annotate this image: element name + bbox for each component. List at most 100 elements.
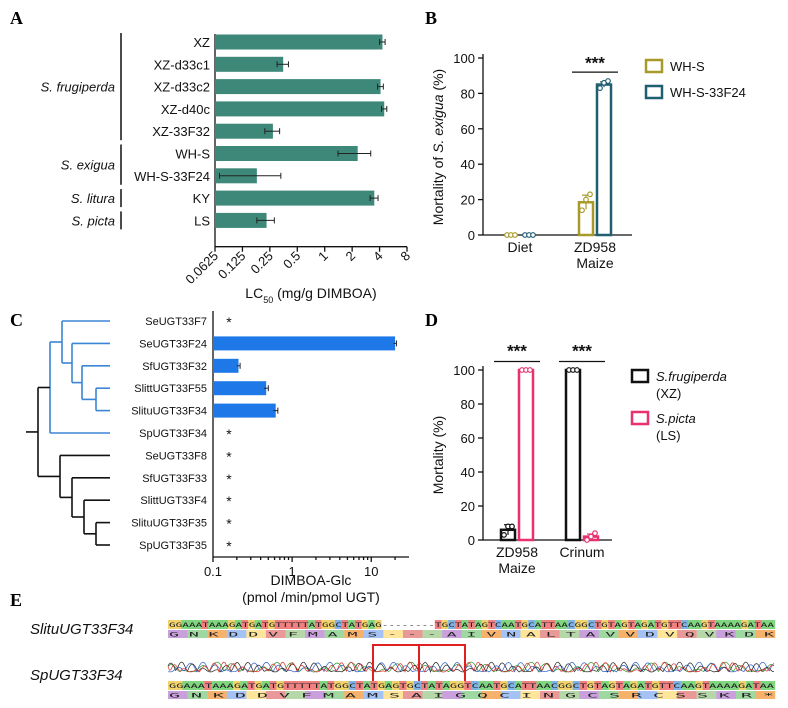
base-cell bbox=[760, 681, 768, 690]
chart-c: SeUGT33F7 * SeUGT33F24 SfUGT33F32 SlittUGT33… bbox=[26, 311, 409, 605]
base-cell bbox=[261, 681, 270, 690]
base-cell bbox=[301, 620, 309, 629]
base-cell bbox=[621, 620, 629, 629]
enzyme-label-SlituUGT33F35: SlituUGT33F35 bbox=[131, 518, 207, 530]
base-cell bbox=[746, 681, 754, 690]
nd-marker-SpUGT33F35: * bbox=[226, 538, 232, 554]
base-cell bbox=[558, 681, 566, 690]
enzyme-label-SpUGT33F35: SpUGT33F35 bbox=[139, 540, 207, 552]
legend-sublabel: (LS) bbox=[656, 428, 681, 443]
base-cell bbox=[701, 620, 709, 629]
base-cell bbox=[721, 620, 729, 629]
base-cell bbox=[363, 681, 371, 690]
base-cell bbox=[695, 681, 703, 690]
base-cell bbox=[189, 681, 198, 690]
base-cell bbox=[355, 681, 364, 690]
significance-b: *** bbox=[585, 54, 605, 73]
base-cell bbox=[534, 620, 542, 629]
base-cell bbox=[550, 681, 559, 690]
base-cell bbox=[731, 681, 740, 690]
base-cell bbox=[196, 681, 205, 690]
base-cell bbox=[319, 681, 328, 690]
aa-cell bbox=[618, 691, 639, 699]
aa-cell bbox=[246, 691, 267, 699]
nd-marker-SlituUGT33F35: * bbox=[226, 516, 232, 532]
significance-d: *** bbox=[572, 341, 592, 360]
bar-XZ-d33c2 bbox=[215, 79, 381, 95]
enzyme-label-SeUGT33F8: SeUGT33F8 bbox=[145, 450, 207, 462]
base-cell bbox=[241, 620, 249, 629]
aa-cell bbox=[285, 630, 306, 638]
base-cell bbox=[449, 681, 458, 690]
base-cell bbox=[616, 681, 624, 690]
base-cell bbox=[541, 620, 549, 629]
panel-label-c: C bbox=[10, 310, 23, 330]
category-label-WH-S: WH-S bbox=[175, 147, 210, 162]
base-cell bbox=[354, 620, 362, 629]
aa-cell bbox=[402, 691, 423, 699]
base-cell bbox=[406, 681, 414, 690]
aa-cell bbox=[579, 691, 599, 699]
x-tick-label-a: 2 bbox=[343, 248, 359, 264]
base-cell bbox=[374, 620, 382, 629]
chart-a: XZ XZ-d33c1 XZ-d33c2 XZ-d40c XZ-33F32 WH-S WH-… bbox=[41, 33, 413, 305]
base-cell bbox=[175, 681, 183, 690]
base-cell bbox=[334, 620, 342, 629]
trace-line bbox=[168, 661, 775, 673]
base-cell bbox=[290, 681, 299, 690]
category-label-KY: KY bbox=[193, 191, 211, 206]
base-cell bbox=[308, 620, 315, 629]
aa-cell bbox=[324, 691, 345, 699]
base-cell bbox=[247, 681, 255, 690]
base-cell bbox=[218, 681, 227, 690]
bar-S.picta-ZD958 bbox=[517, 368, 535, 542]
aa-cell bbox=[422, 630, 443, 638]
aa-cell bbox=[579, 630, 599, 638]
base-cell bbox=[328, 620, 335, 629]
base-cell bbox=[594, 681, 602, 690]
category-sublabel: Maize bbox=[576, 255, 614, 271]
aa-cell bbox=[324, 630, 345, 638]
base-cell bbox=[668, 620, 676, 629]
aa-cell bbox=[187, 630, 208, 638]
aa-cell bbox=[677, 691, 697, 699]
y-tick-label: 0 bbox=[468, 533, 475, 548]
x-tick-label-a: 0.25 bbox=[247, 248, 276, 277]
base-cell bbox=[464, 681, 472, 690]
y-tick-label: 60 bbox=[461, 122, 475, 137]
base-cell bbox=[394, 620, 402, 629]
aa-cell bbox=[657, 691, 678, 699]
base-cell bbox=[528, 620, 536, 629]
base-cell bbox=[298, 681, 306, 690]
y-tick-label: 100 bbox=[453, 51, 475, 66]
base-cell bbox=[408, 620, 416, 629]
data-point bbox=[583, 196, 589, 203]
base-cell bbox=[228, 620, 235, 629]
trace-line bbox=[167, 661, 775, 674]
aa-cell bbox=[168, 630, 188, 638]
base-cell bbox=[768, 620, 776, 629]
base-cell bbox=[508, 620, 516, 629]
y-tick-label: 20 bbox=[461, 193, 475, 208]
base-cell bbox=[454, 620, 462, 629]
bar-SeUGT33F24 bbox=[213, 336, 396, 351]
y-tick-label: 40 bbox=[461, 465, 475, 480]
base-cell bbox=[204, 681, 212, 690]
base-cell bbox=[478, 681, 487, 690]
base-cell bbox=[461, 620, 469, 629]
base-cell bbox=[254, 620, 262, 629]
y-tick-label: 40 bbox=[461, 157, 475, 172]
category-label-WH-S-33F24: WH-S-33F24 bbox=[134, 169, 210, 184]
base-cell bbox=[334, 681, 342, 690]
aa-cell bbox=[657, 630, 678, 638]
data-point bbox=[579, 207, 585, 214]
base-cell bbox=[754, 620, 762, 629]
aa-cell bbox=[520, 691, 541, 699]
base-cell bbox=[761, 620, 769, 629]
x-tick-label-a: 0.5 bbox=[280, 248, 303, 271]
base-cell bbox=[588, 620, 596, 629]
aa-cell bbox=[344, 630, 365, 638]
x-tick-label-c: 1 bbox=[289, 564, 296, 579]
